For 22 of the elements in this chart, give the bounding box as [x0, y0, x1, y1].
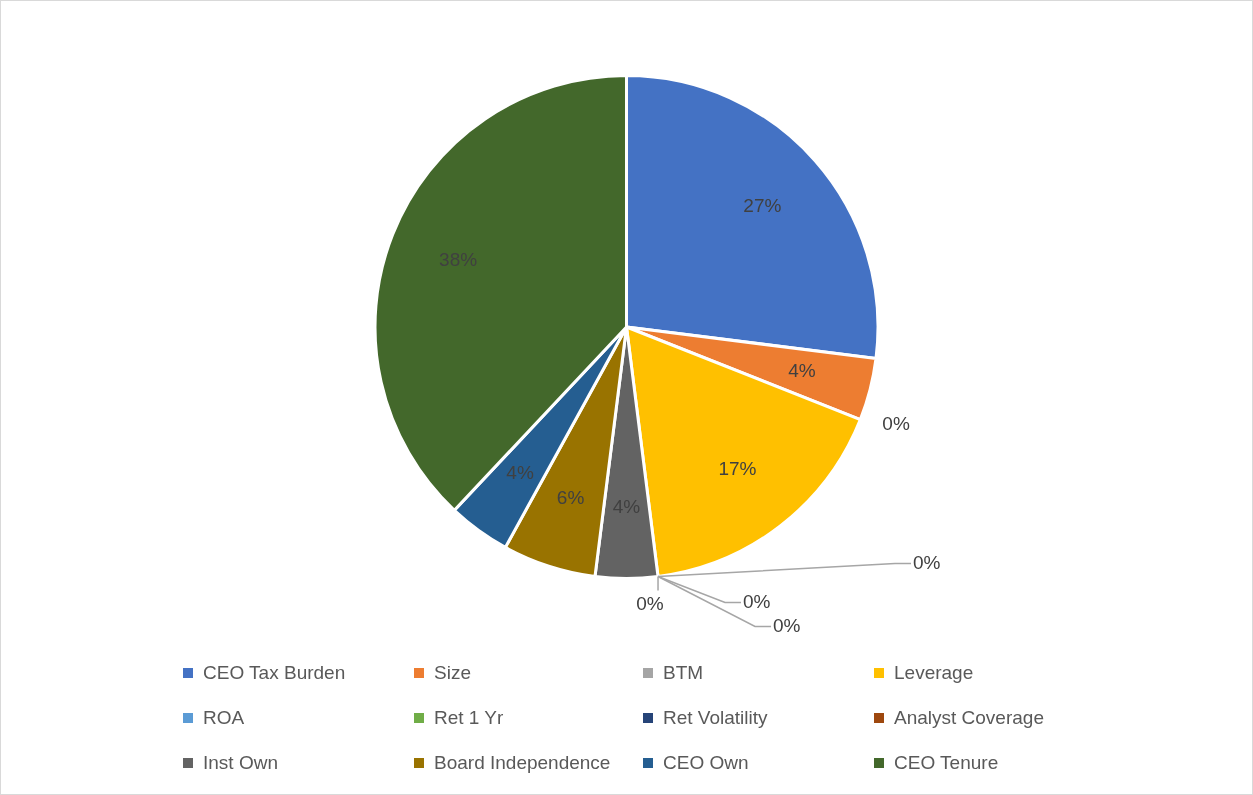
text: 0% [773, 614, 801, 636]
legend-label: Ret Volatility [663, 707, 768, 729]
legend-label: Size [434, 662, 471, 684]
text: 0% [913, 551, 941, 573]
text: 0% [743, 590, 771, 612]
legend-label: Inst Own [203, 752, 278, 774]
text: 0% [636, 592, 664, 614]
data-label: 4% [506, 461, 534, 483]
legend-label: Leverage [894, 662, 974, 684]
legend-label: Ret 1 Yr [434, 707, 504, 729]
legend-label: ROA [203, 707, 245, 729]
legend-label: CEO Own [663, 752, 749, 774]
data-label: 6% [556, 487, 585, 509]
legend-label: CEO Tenure [894, 752, 999, 774]
legend-label: CEO Tax Burden [203, 662, 346, 684]
legend-label: Analyst Coverage [894, 707, 1044, 729]
data-label: 4% [788, 360, 816, 382]
data-label: 27% [743, 195, 782, 217]
legend-label: BTM [663, 662, 704, 684]
legend-label: Board Independence [434, 752, 611, 774]
text: 0% [882, 412, 910, 434]
data-label: 17% [718, 458, 757, 480]
